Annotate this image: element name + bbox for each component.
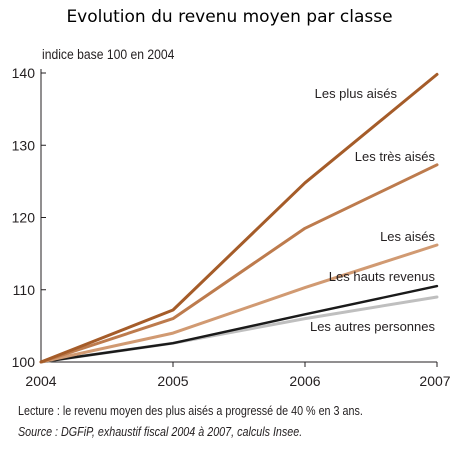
series-label: Les autres personnes — [310, 319, 436, 334]
y-tick-label: 100 — [12, 354, 36, 370]
series-line — [39, 163, 439, 364]
series-labels: Les plus aisés Les très aisés Les aisés Les… — [310, 86, 436, 334]
y-tick-label: 140 — [12, 65, 36, 81]
x-tick-label: 2004 — [25, 373, 56, 389]
x-tick-label: 2007 — [419, 373, 450, 389]
y-tick-label: 130 — [12, 137, 36, 153]
series-label: Les très aisés — [355, 149, 436, 164]
reading-note: Lecture : le revenu moyen des plus aisés… — [18, 404, 363, 418]
chart-title: Evolution du revenu moyen par classe — [66, 7, 393, 27]
y-axis: 100 110 120 130 140 — [12, 65, 46, 370]
y-axis-label: indice base 100 en 2004 — [42, 47, 175, 62]
y-tick-label: 110 — [13, 282, 36, 298]
source-note: Source : DGFiP, exhaustif fiscal 2004 à … — [18, 425, 303, 439]
series-line — [39, 243, 439, 364]
series-label: Les aisés — [380, 229, 435, 244]
series-lines — [39, 72, 439, 364]
x-tick-label: 2006 — [289, 373, 320, 389]
series-line — [39, 284, 439, 364]
series-line — [39, 72, 439, 364]
series-label: Les hauts revenus — [329, 269, 436, 284]
x-tick-label: 2005 — [157, 373, 188, 389]
series-label: Les plus aisés — [315, 86, 398, 101]
y-tick-label: 120 — [12, 210, 36, 226]
x-axis: 2004 2005 2006 2007 — [25, 361, 451, 389]
